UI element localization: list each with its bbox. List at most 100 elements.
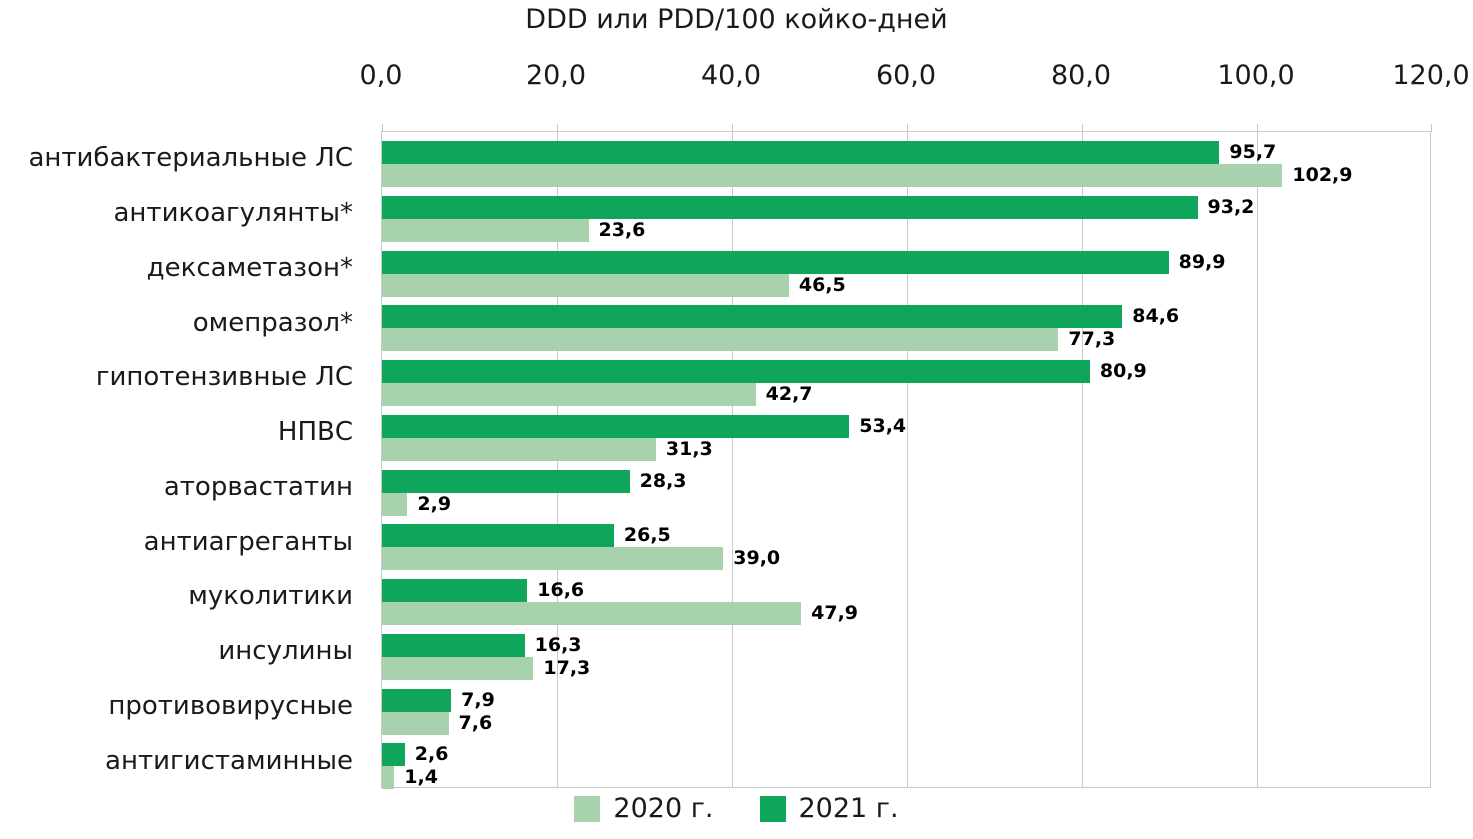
plot-area: 95,7 102,9 93,2 23,6 89,9 46,5 84,6 77,3 80,9 42,… <box>381 124 1432 790</box>
bar-value-label: 16,6 <box>537 579 585 601</box>
bar-2020 <box>382 328 1059 352</box>
bar-group: 16,3 17,3 <box>382 625 1430 680</box>
chart-title: DDD или PDD/100 койко-дней <box>525 4 948 35</box>
bar-2020 <box>382 547 724 571</box>
bar-group: 26,5 39,0 <box>382 515 1430 571</box>
axis-tick-mark <box>1082 124 1083 132</box>
x-tick-label: 100,0 <box>1217 60 1295 91</box>
bar-group: 7,9 7,6 <box>382 680 1430 735</box>
bar-value-label: 7,6 <box>458 711 493 734</box>
bar-value-label: 77,3 <box>1068 328 1116 351</box>
bar-group: 89,9 46,5 <box>382 242 1430 297</box>
y-category-label: инсулины <box>218 636 353 667</box>
axis-tick-mark <box>557 124 558 132</box>
bar-2021 <box>382 688 452 712</box>
y-category-label: противовирусные <box>108 690 353 721</box>
bar-group: 84,6 77,3 <box>382 296 1430 352</box>
y-category-label: НПВС <box>277 417 353 448</box>
bar-value-label: 93,2 <box>1207 195 1255 218</box>
axis-tick-mark <box>382 124 383 132</box>
legend-item[interactable]: 2020 г. <box>574 793 714 824</box>
axis-tick-mark <box>1257 124 1258 132</box>
bar-value-label: 46,5 <box>798 273 846 296</box>
x-tick-label: 80,0 <box>1050 60 1112 91</box>
gridline <box>907 132 908 787</box>
axis-tick-mark <box>1431 124 1432 132</box>
bar-group: 53,4 31,3 <box>382 406 1430 461</box>
bar-value-label: 53,4 <box>859 414 907 437</box>
bar-2020 <box>382 164 1283 187</box>
y-category-label: омепразол* <box>192 307 353 338</box>
legend-swatch-icon <box>574 795 601 822</box>
bar-group: 16,6 47,9 <box>382 570 1430 625</box>
bar-group: 80,9 42,7 <box>382 351 1430 406</box>
x-axis-tick-labels: 0,0 20,0 40,0 60,0 80,0 100,0 120,0 <box>0 60 1473 106</box>
bar-2020 <box>382 656 534 680</box>
y-axis-category-labels: антибактериальные ЛС антикоагулянты* декса… <box>0 131 371 788</box>
bar-value-label: 102,9 <box>1292 164 1353 186</box>
bar-2021 <box>382 579 528 602</box>
y-category-label: антигистаминные <box>105 745 353 776</box>
bar-2021 <box>382 414 850 438</box>
y-category-label: муколитики <box>188 581 353 612</box>
x-tick-label: 120,0 <box>1392 60 1470 91</box>
bar-group: 93,2 23,6 <box>382 187 1430 242</box>
bar-2020 <box>382 602 802 625</box>
bar-2020 <box>382 218 589 242</box>
bar-value-label: 47,9 <box>811 602 859 624</box>
bar-2021 <box>382 305 1123 329</box>
bar-2020 <box>382 273 789 297</box>
x-tick-label: 20,0 <box>525 60 587 91</box>
bar-value-label: 42,7 <box>765 383 813 405</box>
bar-2021 <box>382 360 1090 383</box>
y-category-label: гипотензивные ЛС <box>95 362 353 393</box>
bar-group: 28,3 2,9 <box>382 461 1430 516</box>
bar-value-label: 84,6 <box>1132 305 1180 328</box>
chart-legend: 2020 г. 2021 г. <box>0 793 1473 824</box>
bar-value-label: 89,9 <box>1178 250 1226 273</box>
x-tick-label: 0,0 <box>359 60 403 91</box>
bar-2020 <box>382 383 756 406</box>
gridline <box>732 132 733 787</box>
bar-2021 <box>382 524 614 548</box>
bar-value-label: 17,3 <box>543 656 591 679</box>
legend-label: 2021 г. <box>798 793 899 824</box>
bar-2020 <box>382 492 408 516</box>
bar-value-label: 16,3 <box>534 633 582 656</box>
bar-value-label: 2,6 <box>414 743 449 766</box>
y-category-label: аторвастатин <box>163 471 353 502</box>
bar-2020 <box>382 766 395 790</box>
bar-2021 <box>382 250 1169 274</box>
legend-item[interactable]: 2021 г. <box>759 793 899 824</box>
bar-value-label: 26,5 <box>623 524 671 547</box>
legend-label: 2020 г. <box>613 793 714 824</box>
bar-2021 <box>382 141 1220 164</box>
bar-2021 <box>382 469 630 493</box>
bar-value-label: 31,3 <box>665 437 713 460</box>
bar-value-label: 23,6 <box>598 218 646 241</box>
bar-2020 <box>382 437 656 461</box>
x-tick-label: 40,0 <box>700 60 762 91</box>
y-category-label: антибактериальные ЛС <box>28 143 353 174</box>
bar-value-label: 80,9 <box>1099 360 1147 382</box>
bar-value-label: 28,3 <box>639 469 687 492</box>
bar-value-label: 7,9 <box>461 688 495 711</box>
bar-2020 <box>382 711 449 735</box>
gridline <box>1082 132 1083 787</box>
bar-group: 2,6 1,4 <box>382 734 1430 790</box>
axis-tick-mark <box>907 124 908 132</box>
bar-value-label: 39,0 <box>733 547 781 570</box>
bar-value-label: 1,4 <box>404 766 438 789</box>
bar-2021 <box>382 743 405 767</box>
bar-value-label: 2,9 <box>417 492 452 515</box>
bar-value-label: 95,7 <box>1229 141 1277 163</box>
gridline <box>1257 132 1258 787</box>
bar-group: 95,7 102,9 <box>382 132 1430 187</box>
legend-swatch-icon <box>759 795 786 822</box>
axis-tick-mark <box>732 124 733 132</box>
y-category-label: антикоагулянты* <box>113 198 354 229</box>
y-category-label: антиагреганты <box>143 526 353 557</box>
bar-2021 <box>382 633 525 657</box>
y-category-label: дексаметазон* <box>146 252 353 283</box>
